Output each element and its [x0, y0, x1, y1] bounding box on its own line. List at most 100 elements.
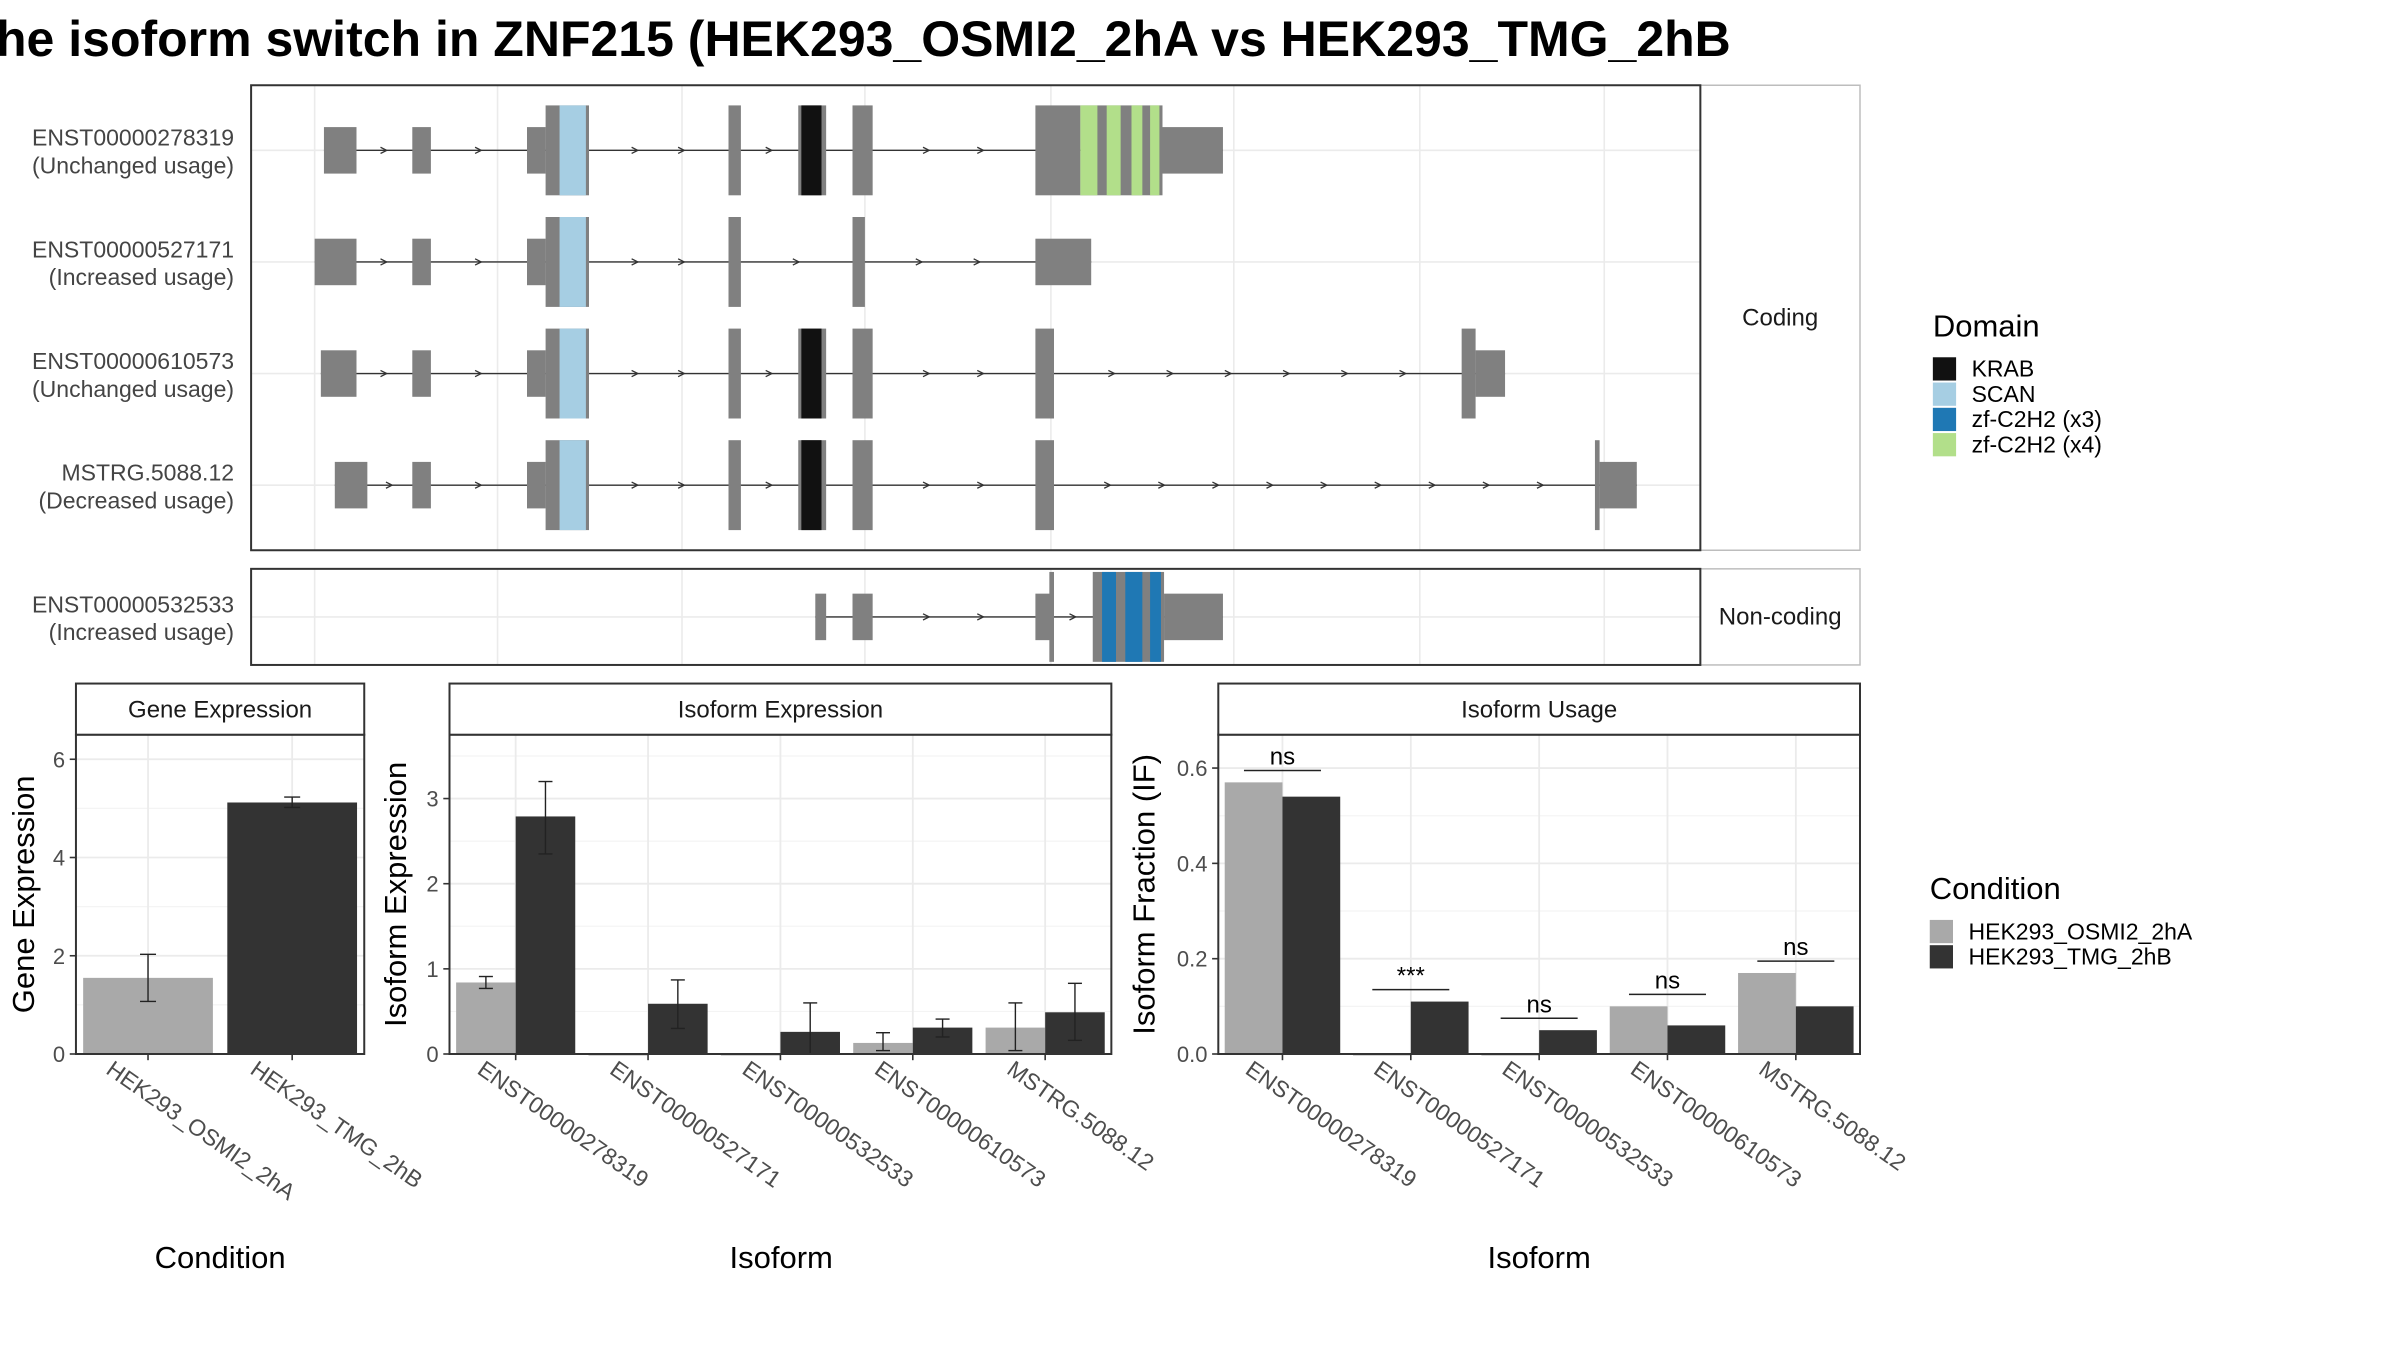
coding-exon: [1035, 440, 1054, 531]
y-axis-title: Isoform Fraction (IF): [1127, 754, 1162, 1035]
bar-1: [515, 816, 576, 1054]
domain-zf3: [1150, 571, 1161, 662]
facet-strip-coding: [1699, 84, 1861, 551]
intron-arrow: [1212, 481, 1221, 489]
utr-exon: [1035, 238, 1092, 286]
bar-1: [1795, 1006, 1854, 1054]
intron-arrow: [792, 258, 801, 266]
utr-exon: [314, 238, 357, 286]
intron-arrow: [922, 146, 931, 155]
utr-exon: [527, 238, 546, 286]
legend-label: HEK293_TMG_2hB: [1969, 944, 2172, 970]
intron-arrow: [922, 369, 931, 378]
domain-zf4: [1150, 105, 1160, 196]
y-tick-label: 3: [426, 787, 438, 812]
intron-arrow: [474, 481, 483, 489]
intron-arrow: [677, 258, 686, 266]
chart-title: Isoform Expression: [678, 697, 883, 724]
y-tick-label: 2: [53, 944, 65, 969]
intron-arrow: [385, 481, 394, 489]
domain-SCAN: [559, 440, 586, 531]
intron-arrow: [1536, 481, 1545, 489]
intron-arrow: [474, 369, 483, 378]
significance-label: ns: [1526, 991, 1551, 1018]
panel-border: [250, 84, 1702, 552]
facet-strip-noncoding: [1699, 568, 1861, 666]
transcript-ENST00000610573: ENST00000610573(Unchanged usage): [32, 328, 1506, 419]
bar-chart-panels: Gene Expression0246HEK293_OSMI2_2hAHEK29…: [6, 682, 1911, 1275]
utr-exon: [1599, 461, 1637, 509]
y-tick-label: 0: [426, 1042, 438, 1067]
intron-arrow: [922, 481, 931, 489]
intron-arrow: [631, 369, 640, 378]
intron-arrow: [380, 369, 389, 378]
intron-arrow: [631, 258, 640, 266]
transcript-usage-label: (Decreased usage): [38, 487, 234, 513]
intron-arrow: [1108, 369, 1117, 378]
domain-zf4: [1131, 105, 1143, 196]
utr-exon: [852, 593, 873, 641]
y-tick-label: 0.0: [1177, 1042, 1208, 1067]
x-axis-title: Isoform: [1487, 1240, 1590, 1275]
intron-arrow: [922, 613, 931, 621]
coding-exon: [728, 217, 741, 307]
utr-exon: [527, 461, 546, 509]
bar-0: [1609, 1006, 1668, 1054]
domain-SCAN: [559, 328, 586, 419]
y-tick-label: 0.6: [1177, 756, 1208, 781]
y-tick-label: 0: [53, 1042, 65, 1067]
intron-arrow: [915, 258, 924, 266]
coding-exon: [1035, 105, 1081, 196]
bar-1: [1667, 1025, 1726, 1054]
legend-label: HEK293_OSMI2_2hA: [1969, 918, 2193, 944]
bar-1: [1539, 1030, 1597, 1054]
transcript-id-label: MSTRG.5088.12: [61, 460, 234, 486]
transcript-id-label: ENST00000527171: [32, 236, 234, 262]
utr-exon: [323, 127, 357, 174]
figure-title: he isoform switch in ZNF215 (HEK293_OSMI…: [0, 11, 1731, 67]
legend-title: Condition: [1930, 871, 2061, 906]
legend-key: [1929, 945, 1953, 969]
legend-title: Domain: [1933, 308, 2040, 343]
chart-gene-expression: Gene Expression0246HEK293_OSMI2_2hAHEK29…: [6, 682, 427, 1275]
intron-arrow: [1069, 613, 1078, 621]
coding-exon: [728, 440, 741, 531]
intron-arrow: [1224, 369, 1233, 378]
intron-arrow: [631, 146, 640, 155]
domain-SCAN: [559, 105, 586, 196]
intron-arrow: [1166, 369, 1175, 378]
legend-label: SCAN: [1972, 381, 2036, 407]
y-tick-label: 6: [53, 747, 65, 772]
intron-arrow: [976, 481, 985, 489]
legend-key: [1932, 407, 1957, 432]
transcript-id-label: ENST00000278319: [32, 125, 234, 151]
utr-exon: [1162, 127, 1223, 174]
transcript-MSTRG.5088.12: MSTRG.5088.12(Decreased usage): [38, 440, 1637, 531]
intron-arrow: [1482, 481, 1491, 489]
intron-arrow: [1282, 369, 1291, 378]
legend-key: [1932, 382, 1957, 406]
domain-SCAN: [559, 217, 586, 307]
bar: [227, 802, 358, 1054]
transcript-id-label: ENST00000532533: [32, 591, 234, 617]
utr-exon: [1475, 350, 1506, 397]
panel-border: [250, 567, 1702, 666]
x-axis-title: Isoform: [730, 1240, 833, 1275]
coding-exon: [728, 105, 741, 196]
y-tick-label: 0.4: [1177, 851, 1208, 876]
intron-arrow: [1320, 481, 1329, 489]
coding-exon: [852, 440, 873, 531]
intron-arrow: [1103, 481, 1112, 489]
intron-arrow: [380, 146, 389, 155]
utr-exon: [334, 461, 368, 509]
transcript-structure-panel: CodingNon-codingENST00000278319(Unchange…: [32, 84, 1861, 666]
transcript-usage-label: (Unchanged usage): [32, 376, 234, 402]
y-tick-label: 0.2: [1177, 947, 1208, 972]
domain-KRAB: [801, 440, 822, 531]
domain-zf3: [1125, 571, 1143, 662]
intron-arrow: [1428, 481, 1437, 489]
domain-zf4: [1080, 105, 1098, 196]
significance-label: ns: [1270, 743, 1295, 770]
facet-strip-label: Non-coding: [1719, 604, 1842, 631]
